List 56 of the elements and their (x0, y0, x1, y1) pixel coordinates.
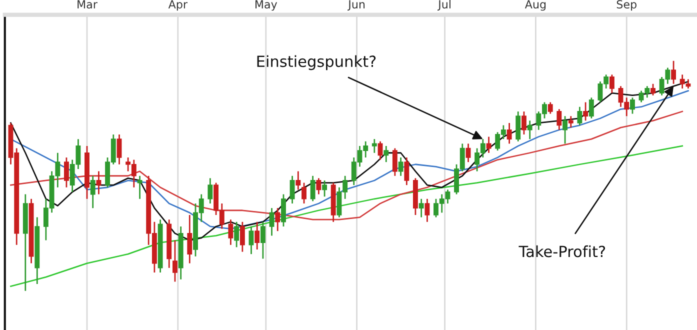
candlestick (372, 138, 377, 154)
candlestick (260, 221, 266, 260)
x-tick-label: Jun (348, 0, 365, 11)
candlestick (521, 110, 526, 136)
candlestick (418, 198, 424, 218)
candlestick (64, 156, 69, 188)
candlestick (322, 180, 328, 198)
candlestick (281, 194, 286, 228)
annotation: Einstiegspunkt? (257, 55, 376, 70)
candlestick (583, 102, 588, 122)
candlestick (269, 207, 274, 236)
candlestick (208, 177, 213, 204)
candlestick (466, 142, 471, 163)
candlestick (609, 74, 614, 94)
candlestick (137, 175, 142, 200)
candlestick (588, 96, 594, 120)
candlestick (316, 177, 322, 195)
x-tick-label: Sep (616, 0, 636, 11)
x-tick-label: Apr (168, 0, 188, 11)
x-tick-label: Aug (524, 0, 546, 11)
candlestick (240, 221, 245, 252)
candlestick (96, 170, 102, 195)
candlestick (548, 102, 553, 114)
candlestick (398, 156, 404, 177)
annotation: Take-Profit? (518, 245, 606, 258)
candlestick (296, 170, 301, 190)
candlestick (562, 115, 568, 144)
x-tick-label: May (255, 0, 278, 11)
x-tick-label: Jul (438, 0, 450, 11)
x-tick-label: Mar (78, 0, 98, 9)
candlestick (527, 120, 532, 140)
candlestick (516, 110, 521, 142)
candlestick (248, 226, 254, 255)
candlestick (630, 96, 635, 114)
candlestick (90, 175, 96, 209)
candlestick (290, 175, 295, 204)
candlestick (506, 122, 512, 144)
candlestick (310, 175, 316, 202)
candlestick (254, 221, 260, 250)
candlestick (424, 198, 430, 223)
candlestick (378, 140, 383, 160)
candlestick (650, 83, 656, 96)
candlestick (556, 108, 562, 131)
candlestick (172, 240, 178, 282)
candlestick (671, 60, 676, 85)
candlestick (275, 207, 280, 232)
candlestick (404, 156, 410, 186)
candlestick (234, 221, 240, 248)
candlestick (577, 106, 582, 126)
candlestick (568, 115, 574, 128)
candlestick (302, 182, 306, 204)
candlestick (392, 148, 398, 177)
candlestick (384, 145, 389, 163)
candlestick (116, 134, 122, 166)
candlestick (228, 218, 234, 246)
candlestick (187, 214, 192, 264)
